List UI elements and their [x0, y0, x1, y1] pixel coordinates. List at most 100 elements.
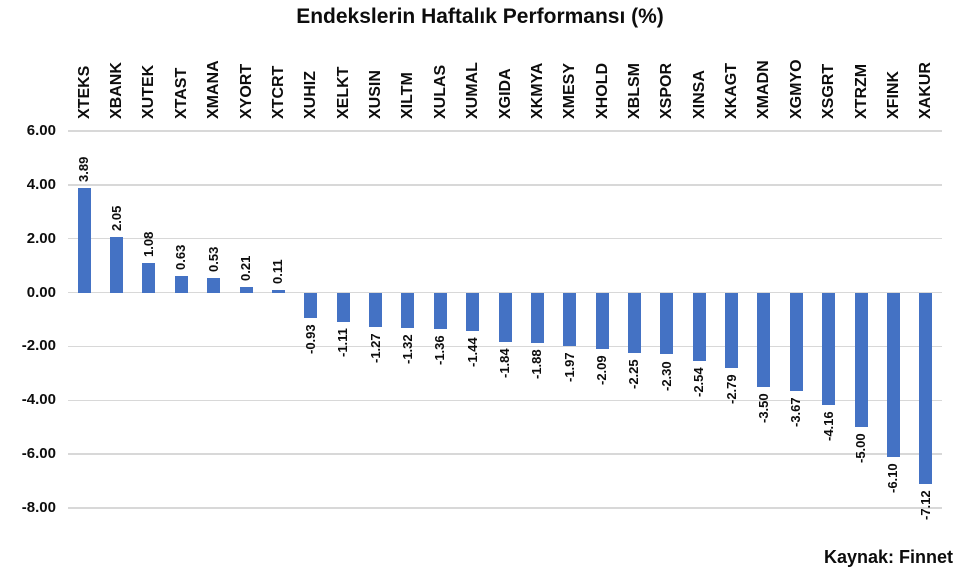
category-label: XKAGT — [723, 63, 741, 119]
gridline — [68, 453, 942, 455]
bar — [919, 292, 933, 485]
y-axis-tick: 0.00 — [26, 283, 56, 301]
value-label: -2.25 — [626, 359, 642, 390]
y-axis-tick: -8.00 — [21, 499, 56, 516]
category-label: XYORT — [237, 63, 255, 119]
bar — [433, 292, 447, 330]
value-label: -0.93 — [302, 323, 318, 354]
gridline — [68, 507, 942, 509]
bar — [207, 278, 221, 293]
value-label: -1.32 — [399, 334, 415, 365]
bar — [854, 292, 868, 428]
category-label: XUTEK — [140, 64, 158, 119]
bar — [336, 292, 350, 323]
value-label: -1.44 — [464, 337, 480, 368]
category-label: XMADN — [755, 60, 773, 119]
value-label: -1.11 — [335, 328, 351, 358]
category-label: XUSIN — [367, 70, 385, 119]
category-label: XTEKS — [75, 65, 93, 119]
value-label: -2.54 — [691, 367, 707, 397]
y-axis-tick: -4.00 — [21, 391, 56, 409]
value-label: -3.50 — [755, 393, 771, 423]
gridline — [68, 399, 942, 402]
bar — [466, 292, 480, 332]
value-label: -2.09 — [594, 355, 610, 385]
value-label: -1.84 — [497, 348, 512, 379]
y-axis-tick: 4.00 — [26, 175, 56, 193]
value-label: -2.79 — [723, 374, 739, 404]
value-label: -6.10 — [885, 463, 901, 493]
category-label: XUHIZ — [302, 71, 320, 119]
bar — [498, 292, 512, 343]
bar — [110, 237, 124, 293]
bar — [530, 292, 544, 344]
bar — [757, 292, 771, 387]
value-label: 2.05 — [108, 206, 124, 232]
category-label: XTCRT — [269, 65, 287, 119]
bar — [271, 289, 285, 293]
category-label: XSGRT — [820, 63, 838, 119]
y-axis-tick: -6.00 — [21, 445, 56, 463]
value-label: -7.12 — [917, 490, 933, 521]
category-label: XMANA — [205, 60, 223, 119]
value-label: 0.53 — [205, 246, 221, 273]
value-label: 0.21 — [238, 255, 254, 281]
category-label: XBANK — [108, 62, 126, 119]
bar — [789, 292, 803, 392]
category-label: XGIDA — [496, 68, 514, 119]
value-label: -2.30 — [658, 360, 674, 391]
value-label: -5.00 — [853, 433, 869, 464]
category-label: XELKT — [334, 66, 352, 119]
bar — [174, 275, 188, 293]
value-label: -4.16 — [820, 410, 836, 441]
bar — [627, 292, 641, 354]
category-label: XFINK — [884, 71, 902, 119]
category-label: XBLSM — [625, 63, 643, 119]
value-label: 1.08 — [140, 232, 156, 258]
value-label: -1.97 — [561, 351, 577, 382]
bar — [77, 187, 91, 293]
bar — [369, 292, 383, 327]
y-axis-tick: -2.00 — [21, 337, 56, 355]
gridline — [68, 237, 942, 240]
category-label: XGMYO — [787, 59, 805, 119]
bar — [142, 263, 156, 293]
bar — [563, 292, 577, 346]
bar — [886, 292, 900, 457]
bar — [660, 292, 674, 355]
bar — [304, 292, 318, 318]
category-label: XINSA — [690, 70, 708, 119]
gridline — [68, 184, 942, 186]
y-axis-tick: 6.00 — [26, 122, 56, 139]
value-label: -3.67 — [788, 397, 804, 428]
y-axis-tick: 2.00 — [26, 229, 56, 247]
bar — [401, 292, 415, 329]
category-label: XTAST — [172, 67, 190, 119]
category-label: XUMAL — [464, 62, 482, 119]
category-label: XTRZM — [852, 63, 870, 119]
category-label: XAKUR — [917, 62, 935, 119]
value-label: -1.36 — [432, 335, 448, 366]
category-label: XSPOR — [658, 62, 676, 119]
value-label: 0.11 — [270, 259, 286, 284]
value-label: 0.63 — [173, 244, 189, 270]
chart-title: Endekslerin Haftalık Performansı (%) — [296, 5, 664, 28]
bar — [822, 292, 836, 405]
bar — [692, 292, 706, 361]
category-label: XHOLD — [593, 63, 611, 119]
value-label: -1.88 — [529, 349, 545, 380]
category-label: XKMYA — [528, 62, 546, 119]
bar — [239, 286, 253, 293]
category-label: XILTM — [399, 72, 417, 119]
gridline — [68, 345, 942, 348]
value-label: -1.27 — [367, 333, 383, 363]
category-label: XULAS — [431, 64, 449, 119]
bar — [595, 292, 609, 349]
value-label: 3.89 — [76, 156, 92, 182]
source-credit: Kaynak: Finnet — [823, 547, 953, 567]
bar — [725, 292, 739, 368]
category-label: XMESY — [561, 62, 579, 119]
gridline — [68, 130, 942, 132]
